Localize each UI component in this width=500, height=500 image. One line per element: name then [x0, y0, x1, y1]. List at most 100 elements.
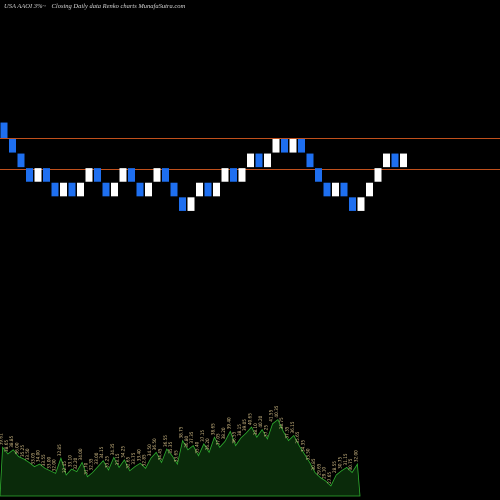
up-brick: [383, 153, 390, 168]
volume-label: 34.15: [99, 446, 104, 458]
volume-label: 32.65: [126, 456, 131, 468]
volume-label: 37.05: [216, 433, 221, 445]
volume-label: 34.25: [120, 446, 125, 458]
renko-bricks: [0, 122, 407, 211]
down-brick: [43, 168, 50, 182]
down-brick: [0, 122, 8, 138]
volume-label: 33.50: [306, 448, 311, 460]
symbol-label: USA AAOI 3%~: [4, 3, 46, 10]
down-brick: [340, 182, 348, 197]
volume-label: 33.50: [25, 448, 30, 460]
down-brick: [128, 168, 135, 182]
down-brick: [281, 138, 288, 153]
down-brick: [230, 168, 237, 182]
up-brick: [332, 182, 339, 197]
down-brick: [102, 182, 110, 197]
volume-label: 35.40: [194, 441, 199, 453]
volume-label: 36.20: [205, 438, 210, 450]
volume-label: 35.65: [295, 431, 300, 443]
up-brick: [153, 168, 161, 182]
volume-label: 40.65: [248, 413, 253, 425]
down-brick: [26, 168, 33, 182]
up-brick: [247, 153, 254, 168]
up-brick: [111, 182, 118, 197]
volume-label: 38.15: [237, 424, 242, 436]
volume-label: 34.35: [110, 443, 115, 455]
volume-label: 33.10: [68, 455, 73, 467]
up-brick: [289, 138, 297, 153]
volume-label: 30.75: [348, 458, 353, 470]
chart-description: Closing Daily data Renko charts MunafaSu…: [51, 3, 186, 10]
volume-label: 38.65: [4, 440, 9, 452]
up-brick: [145, 182, 152, 197]
up-brick: [238, 168, 246, 182]
down-brick: [306, 153, 314, 168]
volume-label: 36.15: [290, 421, 295, 433]
level-lines: [0, 137, 500, 170]
volume-label: 33.05: [30, 452, 35, 464]
volume-label: 39.61: [0, 433, 4, 445]
up-brick: [272, 138, 280, 153]
down-brick: [51, 182, 59, 197]
volume-label: 40.20: [258, 415, 263, 427]
volume-label: 33.65: [173, 450, 178, 462]
volume-label: 33.75: [131, 452, 136, 464]
volume-label: 35.25: [20, 445, 25, 457]
volume-label: 38.85: [9, 435, 14, 447]
volume-label: 33.40: [136, 449, 141, 461]
down-brick: [179, 197, 186, 211]
volume-label: 37.35: [284, 426, 289, 438]
volume-label: 29.10: [322, 467, 327, 479]
volume-label: 31.70: [83, 462, 88, 474]
down-brick: [323, 182, 331, 197]
volume-label: 38.75: [279, 417, 284, 429]
up-brick: [213, 182, 220, 197]
up-brick: [85, 168, 93, 182]
volume-label: 34.00: [36, 450, 41, 462]
volume-label: 32.85: [142, 454, 147, 466]
volume-label: 32.35: [89, 458, 94, 470]
volume-label: 36.00: [15, 442, 20, 454]
volume-label: 41.55: [269, 409, 274, 421]
down-brick: [17, 153, 25, 168]
volume-label: 39.05: [242, 419, 247, 431]
down-brick: [136, 182, 144, 197]
volume-label: 32.00: [52, 459, 57, 471]
down-brick: [94, 168, 101, 182]
volume-label: 34.00: [78, 448, 83, 460]
volume-label: 31.15: [343, 453, 348, 465]
up-brick: [357, 197, 365, 211]
volume-label: 33.15: [115, 453, 120, 465]
down-brick: [349, 197, 356, 211]
up-brick: [366, 182, 373, 197]
volume-label: 40.35: [274, 405, 279, 417]
volume-label: 33.00: [46, 456, 51, 468]
up-brick: [374, 168, 382, 182]
down-brick: [298, 138, 305, 153]
volume-label: 32.00: [353, 450, 358, 462]
down-brick: [9, 138, 16, 153]
down-brick: [255, 153, 263, 168]
up-brick: [34, 168, 42, 182]
down-brick: [68, 182, 76, 197]
up-brick: [196, 182, 203, 197]
volume-label: 32.85: [57, 444, 62, 456]
volume-label: 39.40: [226, 417, 231, 429]
volume-label: 37.15: [200, 430, 205, 442]
down-brick: [170, 182, 178, 197]
volume-area: [0, 418, 361, 497]
volume-label: 34.35: [300, 440, 305, 452]
volume-label: 33.25: [104, 456, 109, 468]
volume-label: 29.65: [316, 463, 321, 475]
volume-label: 30.85: [311, 458, 316, 470]
volume-label: 32.20: [73, 457, 78, 469]
volume-label: 32.45: [62, 461, 67, 473]
volume-label: 28.55: [332, 461, 337, 473]
volume-label: 35.35: [168, 441, 173, 453]
volume-label: 27.65: [327, 472, 332, 484]
volume-label: 38.10: [253, 423, 258, 435]
up-brick: [264, 153, 271, 168]
down-brick: [315, 168, 322, 182]
